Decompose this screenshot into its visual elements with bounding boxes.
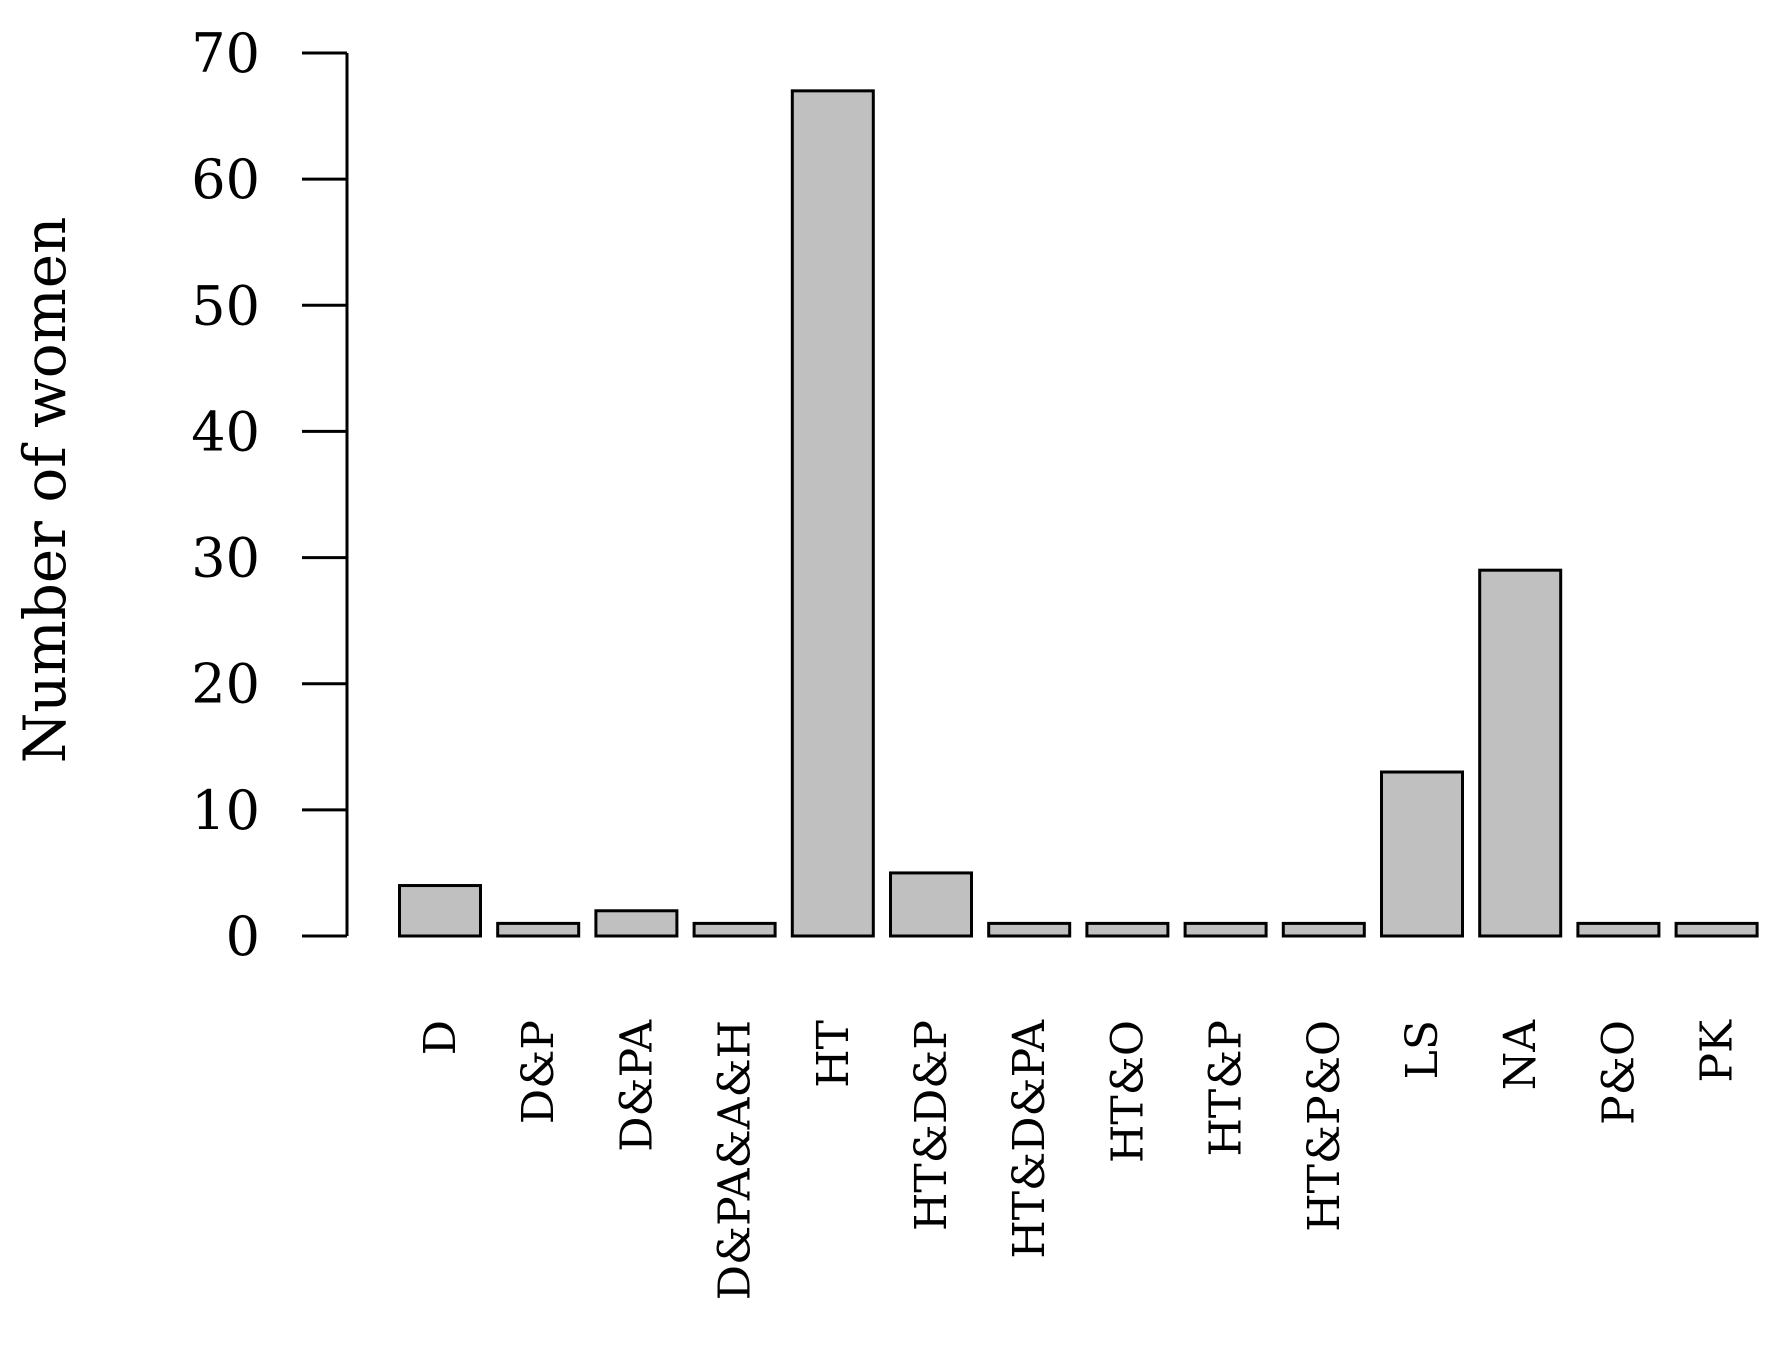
y-tick-label: 10 — [191, 779, 260, 842]
y-axis: 0 10 20 30 40 50 60 70 — [191, 22, 349, 968]
y-tick-label: 60 — [191, 148, 260, 211]
bar-d-and-pa-and-a-and-h — [692, 921, 777, 938]
x-tick-label: NA — [1495, 1019, 1546, 1091]
x-tick-label: D — [415, 1020, 466, 1055]
y-tick-label: 30 — [191, 527, 260, 590]
bar-ls — [1380, 770, 1464, 938]
x-tick-label: LS — [1397, 1020, 1448, 1079]
x-tick-label: HT&D&P — [906, 1020, 957, 1231]
x-axis-labels: D D&P D&PA D&PA&A&H HT HT&D&P HT&D&PA HT&O HT&P H… — [415, 1019, 1743, 1300]
x-tick-label: HT&P&O — [1299, 1020, 1350, 1232]
bar-d-and-pa — [594, 909, 679, 938]
y-tick-label: 50 — [191, 274, 260, 337]
bars — [398, 89, 1759, 938]
x-tick-label: D&PA — [611, 1019, 662, 1152]
x-tick-label: D&P — [513, 1020, 564, 1124]
bar-ht-and-p — [1183, 921, 1268, 938]
x-tick-label: P&O — [1593, 1020, 1644, 1125]
bar-ht — [790, 89, 875, 938]
bar-ht-and-d-and-p — [889, 871, 973, 938]
bar-p-and-o — [1576, 921, 1661, 938]
x-tick-label: D&PA&A&H — [710, 1020, 761, 1300]
y-tick-label: 20 — [191, 653, 260, 716]
bar-pk — [1674, 921, 1759, 938]
y-tick-label: 0 — [226, 905, 260, 968]
bar-na — [1478, 568, 1563, 938]
y-tick-label: 70 — [191, 22, 260, 85]
x-tick-label: HT&P — [1201, 1020, 1252, 1157]
bar-ht-and-o — [1085, 921, 1170, 938]
x-tick-label: HT&O — [1102, 1020, 1153, 1163]
bar-ht-and-d-and-pa — [987, 921, 1072, 938]
x-tick-label: HT&D&PA — [1004, 1019, 1055, 1259]
bar-d-and-p — [496, 921, 581, 938]
bar-ht-and-p-and-o — [1281, 921, 1366, 938]
x-tick-label: HT — [808, 1020, 859, 1088]
x-tick-label: PK — [1692, 1019, 1743, 1083]
y-tick-label: 40 — [191, 400, 260, 463]
bar-d — [398, 884, 482, 938]
y-axis-title: Number of women — [11, 217, 79, 764]
